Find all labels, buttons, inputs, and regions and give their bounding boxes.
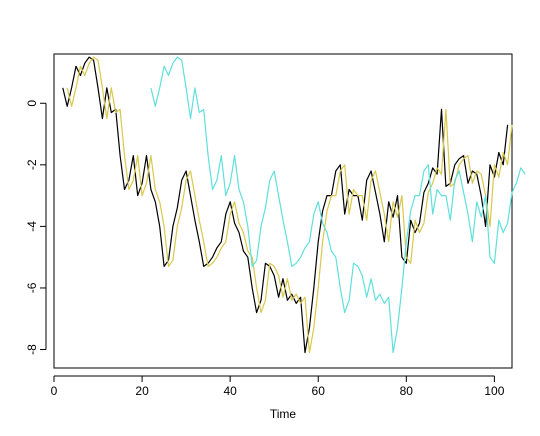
y-tick-label: -8	[25, 344, 39, 355]
x-axis: 0 20 40 60 80 100	[51, 375, 505, 398]
x-tick-label: 60	[312, 384, 326, 398]
x-axis-title: Time	[270, 407, 297, 421]
series-line-1	[62, 56, 509, 354]
series-line-3	[150, 56, 526, 354]
x-tick-label: 0	[51, 384, 58, 398]
y-tick-label: -6	[25, 282, 39, 293]
x-tick-label: 80	[400, 384, 414, 398]
y-tick-label: -4	[25, 221, 39, 232]
series-line-2	[66, 56, 513, 354]
plot-frame	[53, 53, 513, 369]
y-tick-label: 0	[25, 100, 39, 107]
y-axis: 0 -2 -4 -6 -8	[25, 100, 47, 355]
series-layer	[62, 56, 526, 354]
x-tick-label: 20	[135, 384, 149, 398]
x-tick-label: 100	[484, 384, 504, 398]
x-tick-label: 40	[223, 384, 237, 398]
y-tick-label: -2	[25, 159, 39, 170]
